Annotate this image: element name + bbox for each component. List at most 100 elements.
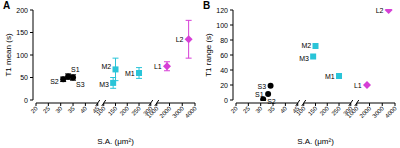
x-tick bbox=[382, 103, 383, 106]
x-tick-label: 40 bbox=[279, 105, 288, 114]
point-label: L1 bbox=[154, 63, 162, 70]
x-tick bbox=[127, 103, 128, 106]
x-tick bbox=[356, 103, 357, 106]
error-cap bbox=[136, 67, 142, 68]
x-tick bbox=[339, 103, 340, 106]
error-cap bbox=[110, 88, 116, 89]
axis-break bbox=[96, 100, 100, 106]
error-cap bbox=[164, 61, 170, 62]
y-tick bbox=[30, 32, 33, 33]
error-bar bbox=[186, 20, 192, 58]
point-label: M1 bbox=[125, 70, 135, 77]
x-tick-label: 250 bbox=[330, 105, 342, 117]
x-axis bbox=[157, 103, 195, 104]
y-tick bbox=[230, 55, 233, 56]
y-tick bbox=[230, 40, 233, 41]
error-cap bbox=[164, 70, 170, 71]
error-bar bbox=[164, 62, 170, 71]
point bbox=[268, 83, 274, 89]
point bbox=[163, 62, 171, 70]
y-tick bbox=[230, 85, 233, 86]
x-axis-title: S.A. (μm²) bbox=[97, 137, 134, 146]
y-tick-label: 60 bbox=[220, 52, 228, 59]
x-tick-label: 35 bbox=[67, 105, 76, 114]
point bbox=[136, 70, 142, 76]
y-tick bbox=[30, 100, 33, 101]
x-axis bbox=[36, 103, 98, 104]
axis-break bbox=[296, 100, 300, 106]
error-cap bbox=[136, 78, 142, 79]
y-tick bbox=[30, 55, 33, 56]
x-tick-label: 4000 bbox=[184, 105, 198, 119]
x-tick bbox=[36, 103, 37, 106]
x-tick bbox=[169, 103, 170, 106]
panel-label: B bbox=[203, 0, 210, 11]
y-tick bbox=[230, 100, 233, 101]
point bbox=[313, 43, 319, 49]
x-tick bbox=[73, 103, 74, 106]
point bbox=[363, 81, 371, 89]
x-tick-label: 100 bbox=[95, 105, 107, 117]
y-tick-label: 20 bbox=[220, 82, 228, 89]
x-tick-label: 35 bbox=[267, 105, 276, 114]
point-label: L1 bbox=[354, 82, 362, 89]
x-tick-label: 200 bbox=[119, 105, 131, 117]
panel: BT1 range (s)S.A. (μm²)02040608010012020… bbox=[203, 0, 398, 146]
error-bar bbox=[60, 77, 66, 82]
x-tick bbox=[236, 103, 237, 106]
point bbox=[113, 66, 119, 72]
point bbox=[185, 35, 193, 43]
x-tick-label: 3000 bbox=[171, 105, 185, 119]
y-tick-label: 0 bbox=[224, 97, 228, 104]
error-cap bbox=[186, 58, 192, 59]
point-label: S2 bbox=[267, 98, 276, 105]
point-label: M3 bbox=[299, 55, 309, 62]
point-label: S2 bbox=[50, 78, 59, 85]
x-tick-label: 150 bbox=[307, 105, 319, 117]
x-tick-label: 100 bbox=[295, 105, 307, 117]
y-tick-label: 100 bbox=[16, 52, 28, 59]
point bbox=[110, 80, 116, 86]
y-tick-label: 40 bbox=[220, 67, 228, 74]
error-bar bbox=[110, 78, 116, 89]
y-tick bbox=[230, 70, 233, 71]
axis-break bbox=[302, 100, 306, 106]
x-axis bbox=[357, 103, 395, 104]
axis-break bbox=[355, 100, 359, 106]
error-cap bbox=[110, 77, 116, 78]
x-tick-label: 3000 bbox=[371, 105, 385, 119]
x-tick bbox=[248, 103, 249, 106]
marks bbox=[260, 9, 392, 101]
x-tick bbox=[285, 103, 286, 106]
x-tick-label: 40 bbox=[79, 105, 88, 114]
x-tick bbox=[315, 103, 316, 106]
x-tick-label: 20 bbox=[30, 105, 39, 114]
x-tick-label: 2000 bbox=[159, 105, 173, 119]
x-tick bbox=[182, 103, 183, 106]
x-tick bbox=[327, 103, 328, 106]
x-tick-label: 30 bbox=[54, 105, 63, 114]
error-bar bbox=[70, 75, 76, 80]
y-tick-label: 80 bbox=[220, 37, 228, 44]
x-tick bbox=[303, 103, 304, 106]
x-axis-title: S.A. (μm²) bbox=[297, 137, 334, 146]
y-tick-label: 100 bbox=[216, 22, 228, 29]
point-label: M1 bbox=[325, 73, 335, 80]
point-label: L2 bbox=[176, 36, 184, 43]
error-cap bbox=[113, 58, 119, 59]
x-tick bbox=[395, 103, 396, 106]
y-tick-label: 0 bbox=[24, 97, 28, 104]
figure: AT1 mean (s)S.A. (μm²)050100150200202530… bbox=[0, 0, 400, 148]
point bbox=[310, 54, 316, 60]
y-tick bbox=[230, 10, 233, 11]
x-tick bbox=[369, 103, 370, 106]
x-tick-label: 2000 bbox=[359, 105, 373, 119]
error-cap bbox=[186, 20, 192, 21]
y-tick-label: 50 bbox=[20, 74, 28, 81]
y-tick-label: 200 bbox=[16, 7, 28, 14]
x-tick-label: 20 bbox=[230, 105, 239, 114]
x-tick bbox=[139, 103, 140, 106]
point-label: S3 bbox=[76, 81, 85, 88]
y-tick bbox=[30, 10, 33, 11]
x-tick-label: 200 bbox=[319, 105, 331, 117]
